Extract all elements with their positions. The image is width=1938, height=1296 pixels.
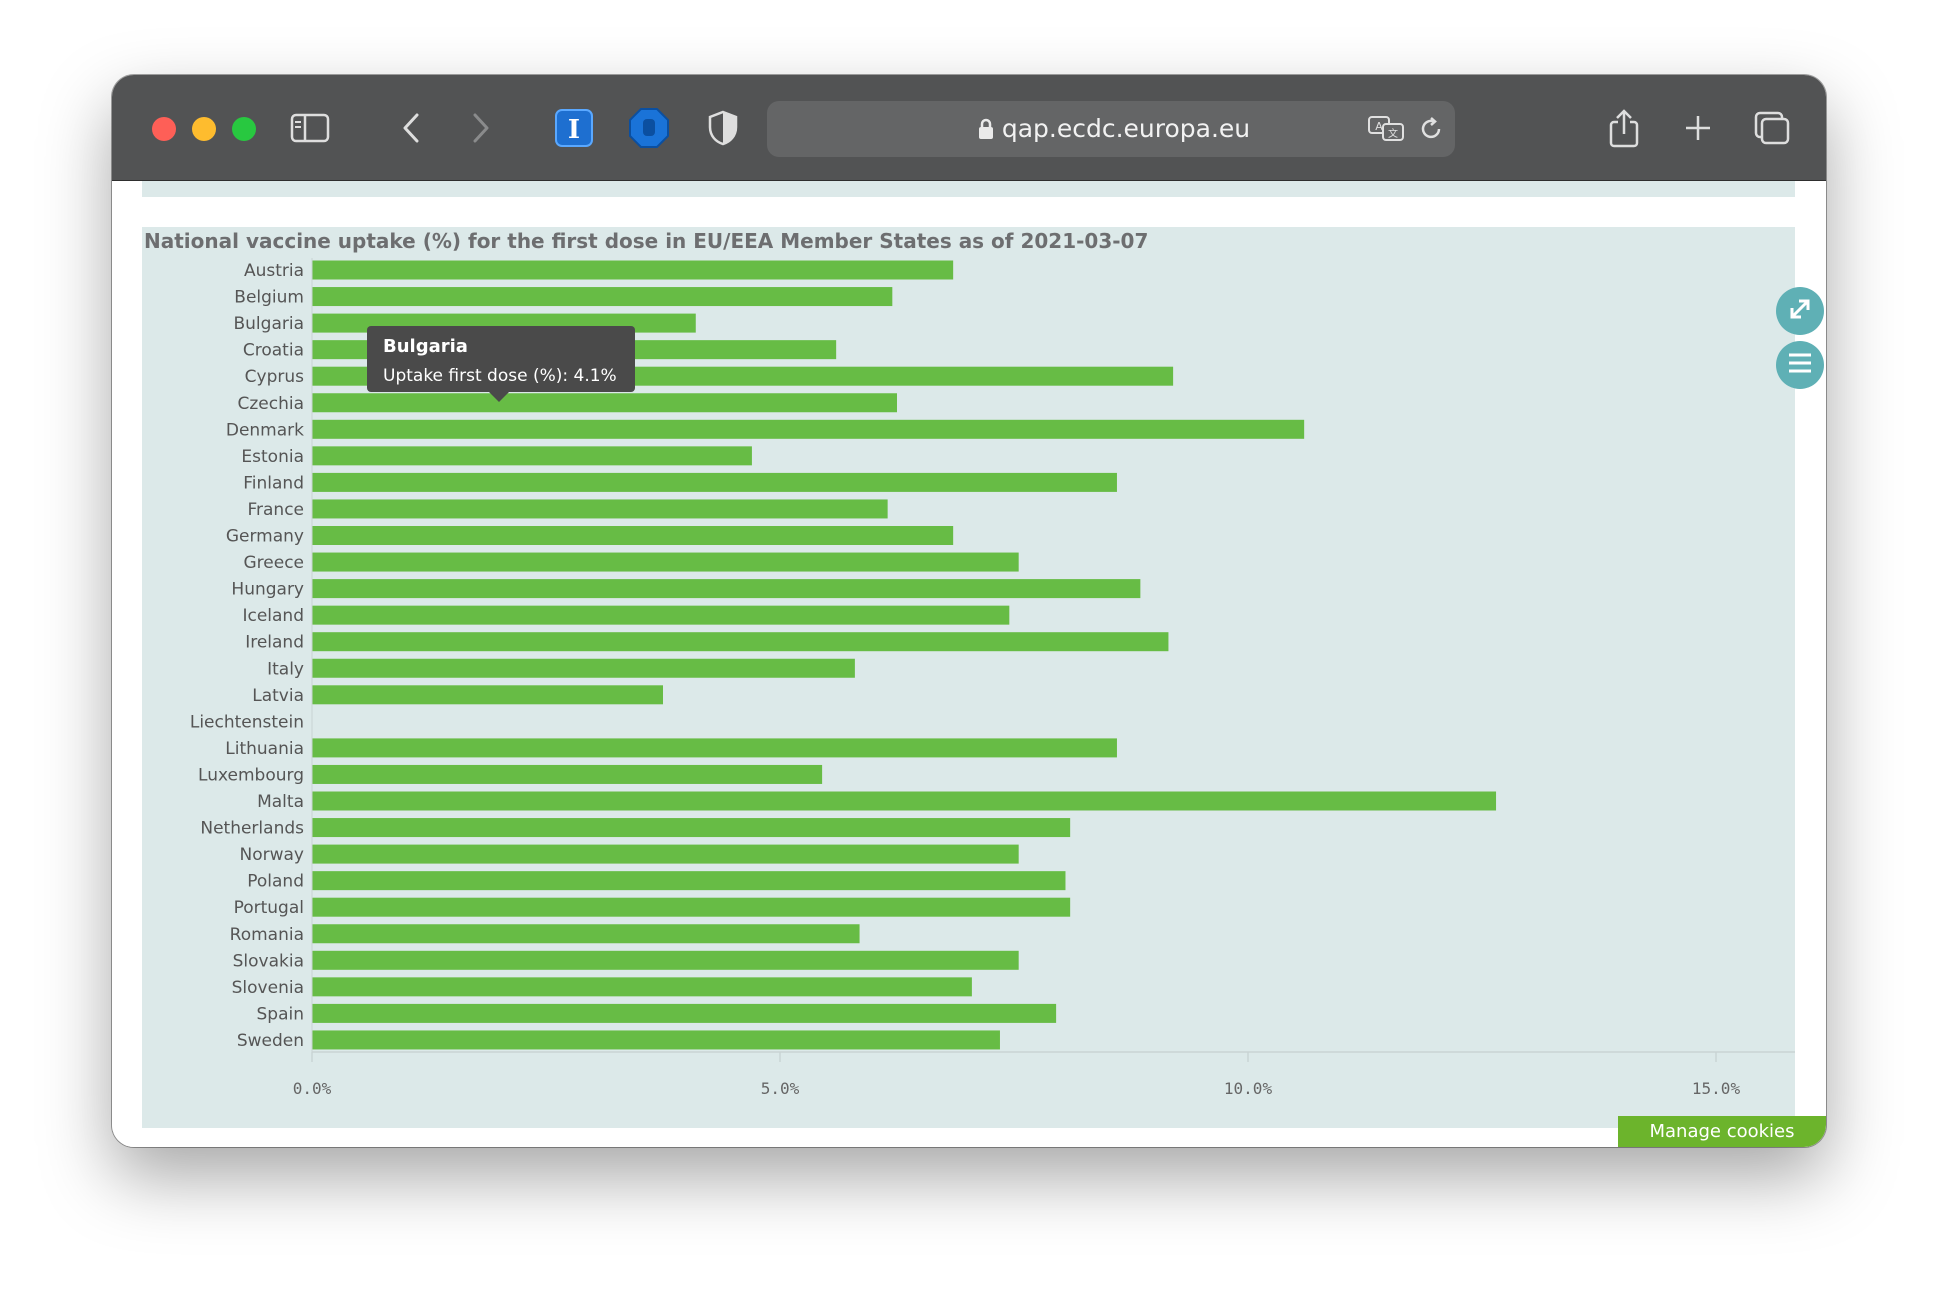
category-label: Slovakia xyxy=(233,951,304,971)
bar-malta[interactable] xyxy=(312,791,1497,811)
adblock-hand-icon[interactable] xyxy=(628,105,670,151)
category-label: Latvia xyxy=(252,686,304,706)
bar-greece[interactable] xyxy=(312,552,1019,572)
bar-latvia[interactable] xyxy=(312,685,663,705)
bar-slovakia[interactable] xyxy=(312,950,1019,970)
category-label: Czechia xyxy=(237,394,304,414)
bar-belgium[interactable] xyxy=(312,287,893,307)
bar-sweden[interactable] xyxy=(312,1030,1000,1050)
new-tab-icon[interactable] xyxy=(1680,105,1716,151)
category-label: Bulgaria xyxy=(234,314,305,334)
category-label: Lithuania xyxy=(225,739,304,759)
sidebar-icon[interactable] xyxy=(288,105,332,151)
forward-icon[interactable] xyxy=(466,105,496,151)
bar-italy[interactable] xyxy=(312,658,855,678)
category-label: Finland xyxy=(243,473,304,493)
url-text: qap.ecdc.europa.eu xyxy=(1001,114,1251,143)
top-band xyxy=(142,181,1795,197)
category-label: Ireland xyxy=(245,633,304,653)
bar-romania[interactable] xyxy=(312,924,860,944)
bar-czechia[interactable] xyxy=(312,393,897,413)
bar-austria[interactable] xyxy=(312,260,954,280)
bar-iceland[interactable] xyxy=(312,605,1010,625)
category-label: Germany xyxy=(226,527,304,547)
expand-icon xyxy=(1786,295,1814,328)
category-label: Denmark xyxy=(226,420,304,440)
category-label: France xyxy=(247,500,304,520)
bar-netherlands[interactable] xyxy=(312,818,1071,838)
bar-slovenia[interactable] xyxy=(312,977,972,997)
category-label: Cyprus xyxy=(245,367,304,387)
category-label: Malta xyxy=(257,792,304,812)
category-label: Belgium xyxy=(234,288,304,308)
category-label: Norway xyxy=(240,845,305,865)
category-label: Estonia xyxy=(241,447,304,467)
lock-icon xyxy=(977,117,995,146)
bar-luxembourg[interactable] xyxy=(312,764,823,784)
category-label: Portugal xyxy=(234,898,304,918)
tooltip-body: Uptake first dose (%): 4.1% xyxy=(383,366,617,386)
category-label: Spain xyxy=(257,1004,305,1024)
tab-overview-icon[interactable] xyxy=(1752,105,1792,151)
category-label: Iceland xyxy=(242,606,304,626)
menu-button[interactable] xyxy=(1776,341,1824,389)
x-tick-label: 5.0% xyxy=(761,1079,800,1098)
page-content: National vaccine uptake (%) for the firs… xyxy=(112,181,1826,1147)
fullscreen-button[interactable] xyxy=(1776,287,1824,335)
close-window-button[interactable] xyxy=(152,117,176,141)
x-tick-label: 10.0% xyxy=(1224,1079,1273,1098)
extension-i-icon[interactable]: I xyxy=(554,105,594,151)
category-label: Greece xyxy=(243,553,304,573)
bar-norway[interactable] xyxy=(312,844,1019,864)
category-label: Austria xyxy=(244,261,304,281)
bar-ireland[interactable] xyxy=(312,632,1169,652)
x-tick-label: 0.0% xyxy=(293,1079,332,1098)
category-label: Croatia xyxy=(243,341,304,361)
svg-text:A: A xyxy=(1375,120,1383,133)
bar-germany[interactable] xyxy=(312,526,954,545)
bar-france[interactable] xyxy=(312,499,888,519)
tooltip: Bulgaria Uptake first dose (%): 4.1% xyxy=(367,326,635,402)
minimize-window-button[interactable] xyxy=(192,117,216,141)
bar-poland[interactable] xyxy=(312,871,1066,891)
bar-spain[interactable] xyxy=(312,1003,1057,1023)
category-labels-group: Austria Belgium Bulgaria Croatia Cyprus Czech… xyxy=(190,261,304,1051)
hamburger-menu-icon xyxy=(1786,351,1814,380)
category-label: Luxembourg xyxy=(198,765,304,785)
category-label: Slovenia xyxy=(232,978,304,998)
share-icon[interactable] xyxy=(1606,105,1642,151)
bar-hungary[interactable] xyxy=(312,579,1141,599)
x-axis: 0.0% 5.0% 10.0% 15.0% xyxy=(293,258,1795,1098)
category-label: Liechtenstein xyxy=(190,712,304,732)
category-label: Netherlands xyxy=(200,819,304,839)
manage-cookies-button[interactable]: Manage cookies xyxy=(1618,1116,1826,1147)
reload-icon[interactable] xyxy=(1417,115,1445,148)
bar-finland[interactable] xyxy=(312,472,1117,492)
chart-title: National vaccine uptake (%) for the firs… xyxy=(144,229,1149,253)
category-label: Poland xyxy=(247,872,304,892)
category-label: Hungary xyxy=(231,580,304,600)
tooltip-value: 4.1% xyxy=(573,366,617,386)
tooltip-title: Bulgaria xyxy=(383,336,468,357)
tooltip-label: Uptake first dose (%): xyxy=(383,366,569,386)
x-tick-label: 15.0% xyxy=(1692,1079,1741,1098)
bar-denmark[interactable] xyxy=(312,419,1305,439)
back-icon[interactable] xyxy=(396,105,426,151)
zoom-window-button[interactable] xyxy=(232,117,256,141)
category-label: Italy xyxy=(267,659,304,679)
category-label: Romania xyxy=(230,925,304,945)
svg-text:I: I xyxy=(568,115,580,145)
privacy-shield-icon[interactable] xyxy=(706,105,740,151)
bar-estonia[interactable] xyxy=(312,446,752,466)
svg-text:文: 文 xyxy=(1388,127,1398,140)
bar-lithuania[interactable] xyxy=(312,738,1117,758)
bar-portugal[interactable] xyxy=(312,897,1071,917)
category-label: Sweden xyxy=(237,1031,304,1051)
